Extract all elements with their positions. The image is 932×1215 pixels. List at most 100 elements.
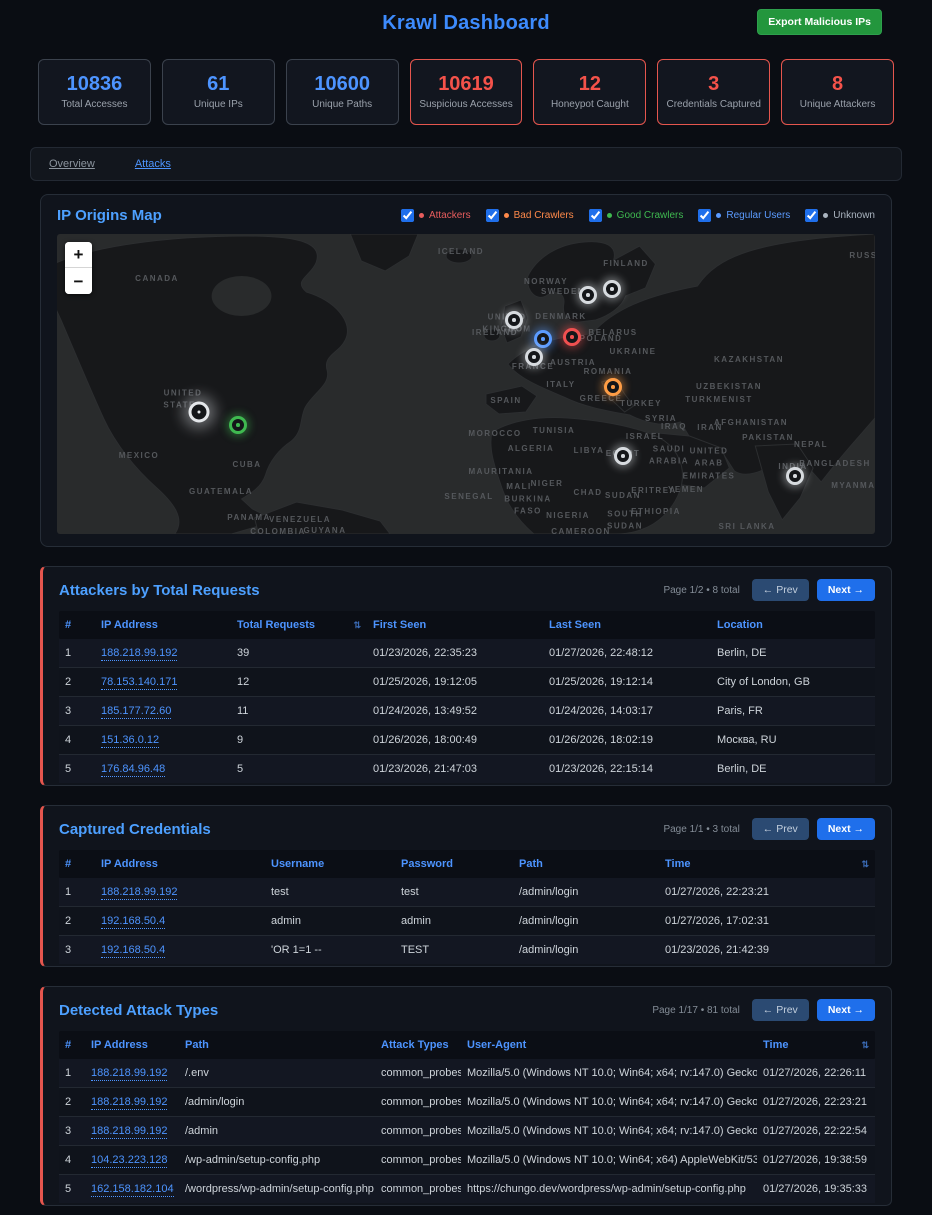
column-header-path[interactable]: Path bbox=[179, 1031, 375, 1059]
map-marker-unknown[interactable] bbox=[579, 286, 597, 304]
map-marker-unknown[interactable] bbox=[505, 311, 523, 329]
cell-time: 01/23/2026, 21:42:39 bbox=[665, 944, 769, 956]
tab-overview[interactable]: Overview bbox=[49, 158, 95, 170]
ip-address-link[interactable]: 151.36.0.12 bbox=[101, 734, 160, 748]
legend-checkbox-bad-crawlers[interactable] bbox=[485, 209, 499, 222]
world-map[interactable]: CANADAICELANDRUSSIAUNITED STATESMEXICOCU… bbox=[57, 234, 875, 534]
ip-address-link[interactable]: 188.218.99.192 bbox=[91, 1125, 168, 1139]
legend-label: Good Crawlers bbox=[616, 210, 684, 221]
credentials-next-button[interactable]: Next → bbox=[816, 818, 875, 840]
ip-address-link[interactable]: 188.218.99.192 bbox=[91, 1067, 168, 1081]
cell-ip-address: 188.218.99.192 bbox=[85, 1088, 179, 1116]
marker-center-dot bbox=[610, 287, 614, 291]
table-row: 4 151.36.0.12 9 01/26/2026, 18:00:49 01/26/2… bbox=[59, 725, 875, 754]
sort-icon[interactable]: ⇅ bbox=[861, 1039, 869, 1050]
column-header-last-seen[interactable]: Last Seen bbox=[543, 611, 711, 639]
legend-checkbox-unknown[interactable] bbox=[805, 209, 819, 222]
column-header-location[interactable]: Location bbox=[711, 611, 875, 639]
cell-last-seen: 01/25/2026, 19:12:14 bbox=[549, 676, 653, 688]
attacks-table: # IP Address Path Attack Types User-Agent Tim… bbox=[59, 1031, 875, 1203]
column-header-[interactable]: # bbox=[59, 1031, 85, 1059]
cell-attack-types: common_probes bbox=[381, 1096, 461, 1108]
ip-address-link[interactable]: 192.168.50.4 bbox=[101, 944, 166, 958]
sort-icon[interactable]: ⇅ bbox=[861, 858, 869, 869]
cell-: 1 bbox=[65, 1067, 72, 1079]
table-row: 4 104.23.223.128/wp-admin/setup-config.ph… bbox=[59, 1145, 875, 1174]
table-row: 3 192.168.50.4 'OR 1=1 -- TEST/admin/login 0… bbox=[59, 935, 875, 964]
map-marker-unknown[interactable] bbox=[786, 467, 804, 485]
credentials-card-header: Captured Credentials Page 1/1 • 3 total … bbox=[59, 818, 875, 840]
map-marker-unknown[interactable] bbox=[525, 348, 543, 366]
legend-dot-icon bbox=[503, 213, 509, 218]
legend-checkbox-good-crawlers[interactable] bbox=[588, 209, 602, 222]
marker-center-dot bbox=[197, 410, 201, 414]
legend-dot-icon bbox=[606, 213, 612, 218]
legend-checkbox-regular-users[interactable] bbox=[698, 209, 712, 222]
ip-address-link[interactable]: 185.177.72.60 bbox=[101, 705, 172, 719]
attackers-next-button[interactable]: Next → bbox=[816, 579, 875, 601]
map-marker-good-crawler[interactable] bbox=[229, 416, 247, 434]
column-header-time[interactable]: Time ⇅ bbox=[757, 1031, 875, 1059]
detected-attack-types-card: Detected Attack Types Page 1/17 • 81 tot… bbox=[40, 986, 892, 1206]
column-header-user-agent[interactable]: User-Agent bbox=[461, 1031, 757, 1059]
column-header-path[interactable]: Path bbox=[513, 850, 659, 878]
export-malicious-ips-button[interactable]: Export Malicious IPs bbox=[757, 9, 882, 35]
column-header-[interactable]: # bbox=[59, 850, 95, 878]
stat-label: Suspicious Accesses bbox=[419, 99, 513, 110]
column-header-label: User-Agent bbox=[467, 1039, 527, 1051]
stat-card-credentials-captured: 3 Credentials Captured bbox=[657, 59, 771, 125]
map-zoom-in-button[interactable]: + bbox=[65, 242, 92, 268]
tab-attacks[interactable]: Attacks bbox=[134, 158, 171, 170]
column-header-password[interactable]: Password bbox=[395, 850, 513, 878]
table-row: 3 185.177.72.60 11 01/24/2026, 13:49:52 01/2… bbox=[59, 696, 875, 725]
legend-checkbox-attackers[interactable] bbox=[400, 209, 414, 222]
column-header-ip-address[interactable]: IP Address bbox=[95, 611, 231, 639]
table-body: 1 188.218.99.192 39 01/23/2026, 22:35:23 01/… bbox=[59, 639, 875, 783]
cell-path: /admin bbox=[185, 1125, 219, 1137]
column-header-label: # bbox=[65, 619, 72, 631]
marker-center-dot bbox=[793, 474, 797, 478]
attacks-prev-button[interactable]: ← Prev bbox=[751, 999, 809, 1021]
stat-card-unique-ips: 61 Unique IPs bbox=[161, 59, 275, 125]
attacks-next-button[interactable]: Next → bbox=[816, 999, 875, 1021]
sort-icon[interactable]: ⇅ bbox=[353, 619, 361, 630]
column-header-label: # bbox=[65, 858, 72, 870]
column-header-attack-types[interactable]: Attack Types bbox=[375, 1031, 461, 1059]
map-marker-attacker[interactable] bbox=[563, 328, 581, 346]
ip-address-link[interactable]: 188.218.99.192 bbox=[101, 647, 178, 661]
stats-row: 10836 Total Accesses 61 Unique IPs 10600 Uniq… bbox=[38, 59, 895, 125]
cell-: 1 bbox=[65, 647, 72, 659]
stat-label: Unique Attackers bbox=[799, 99, 876, 110]
ip-address-link[interactable]: 176.84.96.48 bbox=[101, 763, 166, 777]
map-marker-unknown[interactable] bbox=[188, 401, 210, 423]
ip-address-link[interactable]: 104.23.223.128 bbox=[91, 1154, 168, 1168]
column-header-ip-address[interactable]: IP Address bbox=[85, 1031, 179, 1059]
ip-address-link[interactable]: 78.153.140.171 bbox=[101, 676, 178, 690]
credentials-pagination: Page 1/1 • 3 total ← Prev Next → bbox=[663, 818, 875, 840]
ip-address-link[interactable]: 162.158.182.104 bbox=[91, 1183, 174, 1197]
column-header-ip-address[interactable]: IP Address bbox=[95, 850, 265, 878]
stat-card-total-accesses: 10836 Total Accesses bbox=[38, 59, 151, 125]
credentials-prev-button[interactable]: ← Prev bbox=[751, 818, 809, 840]
table-row: 1 188.218.99.192 /.env common_probes Mozilla… bbox=[59, 1059, 875, 1087]
map-marker-regular-user[interactable] bbox=[534, 330, 552, 348]
map-zoom-out-button[interactable]: − bbox=[65, 268, 92, 294]
column-header-label: Attack Types bbox=[381, 1039, 449, 1051]
column-header-time[interactable]: Time ⇅ bbox=[659, 850, 875, 878]
column-header-total-requests[interactable]: Total Requests ⇅ bbox=[231, 611, 367, 639]
legend-item-unknown: Unknown bbox=[805, 209, 875, 222]
attackers-prev-button[interactable]: ← Prev bbox=[751, 579, 809, 601]
cell-password: test bbox=[401, 886, 419, 898]
column-header-first-seen[interactable]: First Seen bbox=[367, 611, 543, 639]
cell-username: 'OR 1=1 -- bbox=[271, 944, 322, 956]
map-marker-unknown[interactable] bbox=[614, 447, 632, 465]
page-title: Krawl Dashboard bbox=[382, 11, 550, 34]
map-title: IP Origins Map bbox=[57, 207, 162, 224]
column-header-username[interactable]: Username bbox=[265, 850, 395, 878]
ip-address-link[interactable]: 188.218.99.192 bbox=[101, 886, 178, 900]
column-header-[interactable]: # bbox=[59, 611, 95, 639]
ip-address-link[interactable]: 188.218.99.192 bbox=[91, 1096, 168, 1110]
ip-address-link[interactable]: 192.168.50.4 bbox=[101, 915, 166, 929]
map-marker-unknown[interactable] bbox=[603, 280, 621, 298]
map-marker-bad-crawler[interactable] bbox=[604, 378, 622, 396]
